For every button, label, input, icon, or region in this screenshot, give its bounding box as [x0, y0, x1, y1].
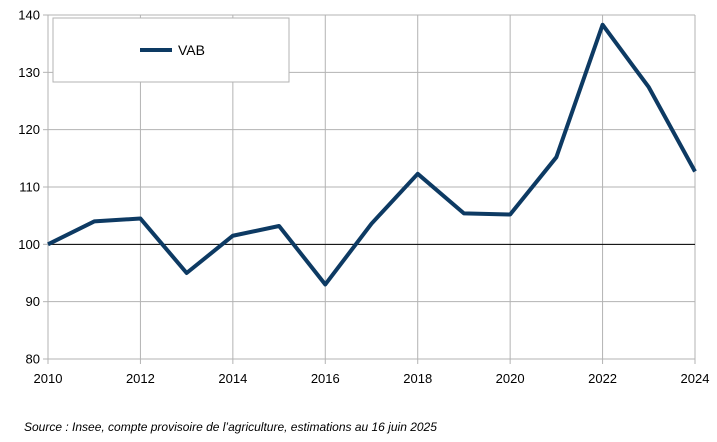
- y-tick-label: 100: [18, 237, 40, 252]
- x-tick-label: 2016: [311, 371, 340, 386]
- y-tick-label: 90: [26, 294, 40, 309]
- x-tick-label: 2018: [403, 371, 432, 386]
- y-tick-label: 110: [19, 180, 40, 195]
- legend: VAB: [52, 17, 290, 83]
- source-note: Source : Insee, compte provisoire de l’a…: [24, 420, 437, 434]
- x-tick-label: 2010: [34, 371, 63, 386]
- y-tick-label: 130: [18, 65, 40, 80]
- x-tick-label: 2012: [126, 371, 155, 386]
- x-axis-ticks: 2010 2012 2014 2016 2018 2020 2022 2024: [34, 359, 710, 386]
- line-chart: 80 90 100 110 120 130 140 2010 2012 2014 2016 2018…: [18, 8, 710, 387]
- x-tick-label: 2024: [681, 371, 710, 386]
- legend-label: VAB: [178, 42, 205, 58]
- y-tick-label: 120: [18, 122, 40, 137]
- y-axis-ticks: 80 90 100 110 120 130 140: [18, 8, 48, 367]
- y-tick-label: 80: [26, 352, 40, 367]
- x-tick-label: 2022: [588, 371, 617, 386]
- series-group: [47, 22, 697, 287]
- y-tick-label: 140: [18, 8, 40, 23]
- x-tick-label: 2014: [218, 371, 247, 386]
- x-tick-label: 2020: [496, 371, 525, 386]
